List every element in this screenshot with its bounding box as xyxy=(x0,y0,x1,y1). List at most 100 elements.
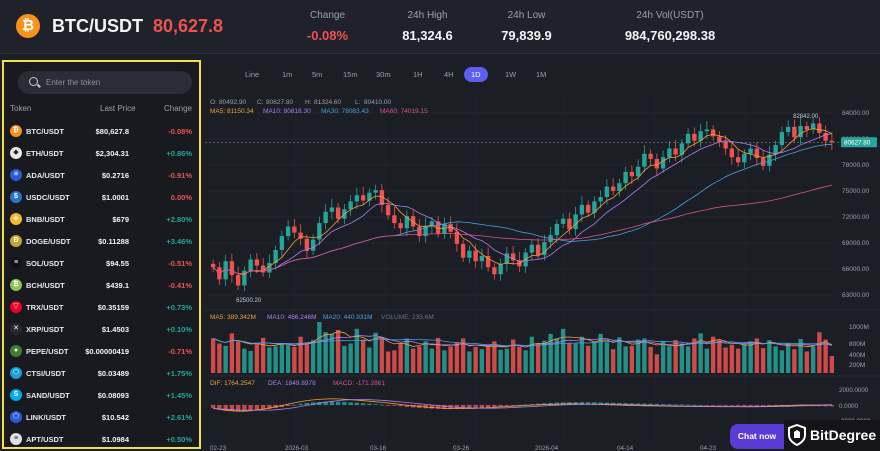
volume-legend-item: MA20: 440.931M xyxy=(323,314,373,321)
volume-bar xyxy=(679,343,685,373)
candle-body xyxy=(604,186,610,198)
token-last-price: $2,304.31 xyxy=(95,149,129,158)
token-last-price: $0.2716 xyxy=(101,171,129,180)
token-row[interactable]: ✳ ADA/USDT $0.2716 -0.91% xyxy=(4,164,199,186)
token-row[interactable]: ₿ BTC/USDT $80,627.8 -0.08% xyxy=(4,120,199,142)
token-row[interactable]: ⬡ LINK/USDT $10.542 +2.61% xyxy=(4,406,199,428)
macd-bar xyxy=(260,405,266,410)
macd-bar xyxy=(242,405,247,412)
chat-now-button[interactable]: Chat now xyxy=(730,424,784,449)
token-row[interactable]: ● PEPE/USDT $0.00000419 -0.71% xyxy=(4,340,199,362)
token-search-input[interactable] xyxy=(46,74,186,91)
volume-bar xyxy=(592,341,597,373)
volume-bar xyxy=(317,322,322,373)
volume-bar xyxy=(479,349,485,373)
timeframe-1m[interactable]: 1m xyxy=(282,70,293,79)
timeframe-1d[interactable]: 1D xyxy=(464,67,488,82)
candle-body xyxy=(535,244,541,256)
macd-bar xyxy=(229,405,235,411)
volume-bar xyxy=(767,340,772,373)
macd-bar xyxy=(435,405,441,409)
stat-value: 984,760,298.38 xyxy=(624,28,716,43)
ohlc-label: O: xyxy=(210,99,217,106)
token-row[interactable]: ≡ SOL/USDT $94.55 -0.51% xyxy=(4,252,199,274)
token-symbol: PEPE/USDT xyxy=(26,347,69,356)
volume-bar xyxy=(367,347,372,373)
token-row[interactable]: ▽ TRX/USDT $0.35159 +0.73% xyxy=(4,296,199,318)
time-axis-label: 03-26 xyxy=(453,445,470,451)
candle-body xyxy=(473,250,478,262)
token-row[interactable]: ✕ XRP/USDT $1.4503 +0.10% xyxy=(4,318,199,340)
candle-body xyxy=(623,171,628,184)
macd-bar xyxy=(210,405,216,409)
token-symbol: SAND/USDT xyxy=(26,391,70,400)
volume-bar xyxy=(267,347,272,373)
volume-bar xyxy=(642,338,647,373)
macd-bar xyxy=(404,405,410,407)
token-row[interactable]: ⬡ CTSI/USDT $0.03489 +1.75% xyxy=(4,362,199,384)
ohlc-value: 80492.90 xyxy=(219,99,246,106)
macd-bar xyxy=(517,405,522,406)
candle-body xyxy=(498,263,503,275)
macd-bar xyxy=(729,405,735,406)
volume-bar xyxy=(285,344,291,373)
timeframe-line[interactable]: Line xyxy=(245,70,260,79)
candle-body xyxy=(304,238,310,251)
candle-body xyxy=(635,166,641,177)
candle-body xyxy=(448,223,453,232)
timeframe-15m[interactable]: 15m xyxy=(343,70,358,79)
candle-body xyxy=(554,223,560,236)
volume-bar xyxy=(535,343,541,373)
token-icon: ✕ xyxy=(10,323,22,335)
token-icon: ▽ xyxy=(10,301,22,313)
macd-bar xyxy=(679,404,685,406)
candle-body xyxy=(729,148,735,158)
token-row[interactable]: $ USDC/USDT $1.0001 0.00% xyxy=(4,186,199,208)
macd-bar xyxy=(354,402,360,405)
candle-body xyxy=(435,221,441,234)
timeframe-1m[interactable]: 1M xyxy=(536,70,547,79)
token-row[interactable]: Ð DOGE/USDT $0.11288 +3.46% xyxy=(4,230,199,252)
price-chart[interactable]: 84000.0081000.0078000.0075000.0072000.00… xyxy=(205,60,880,451)
token-change: 0.00% xyxy=(170,193,192,202)
token-change: +0.50% xyxy=(166,435,192,444)
token-row[interactable]: ≡ APT/USDT $1.0984 +0.50% xyxy=(4,428,199,447)
timeframe-1w[interactable]: 1W xyxy=(505,70,517,79)
macd-bar xyxy=(623,403,628,405)
macd-bar xyxy=(617,402,622,405)
volume-bar xyxy=(635,339,641,373)
token-row[interactable]: S SAND/USDT $0.08093 +1.45% xyxy=(4,384,199,406)
macd-axis-label: 2000.0000 xyxy=(839,387,869,394)
token-row[interactable]: ₿ BCH/USDT $439.1 -0.41% xyxy=(4,274,199,296)
candle-body xyxy=(260,265,266,273)
candle-body xyxy=(717,136,722,142)
candle-body xyxy=(467,250,472,258)
timeframe-4h[interactable]: 4H xyxy=(444,70,454,79)
volume-ma20-line xyxy=(212,338,832,347)
token-last-price: $679 xyxy=(112,215,129,224)
pair-price: 80,627.8 xyxy=(153,16,224,36)
macd-bar xyxy=(673,404,678,406)
time-axis-label: 04-14 xyxy=(617,445,634,451)
candle-body xyxy=(710,129,716,137)
candle-body xyxy=(279,236,285,250)
ma-legend-item: MA5: 81150.34 xyxy=(210,108,254,115)
token-row[interactable]: ◈ BNB/USDT $679 +2.80% xyxy=(4,208,199,230)
token-icon: $ xyxy=(10,191,22,203)
macd-bar xyxy=(285,405,291,406)
candle-body xyxy=(573,214,578,230)
volume-bar xyxy=(748,341,753,373)
candle-body xyxy=(754,148,760,159)
token-change: -0.41% xyxy=(168,281,192,290)
timeframe-5m[interactable]: 5m xyxy=(312,70,323,79)
column-last-price: Last Price xyxy=(100,104,136,113)
token-row[interactable]: ◆ ETH/USDT $2,304.31 +0.86% xyxy=(4,142,199,164)
token-icon: ● xyxy=(10,345,22,357)
volume-bar xyxy=(773,346,778,373)
time-axis-label: 02-23 xyxy=(210,445,227,451)
token-search[interactable] xyxy=(18,71,192,94)
candle-body xyxy=(579,204,585,215)
timeframe-1h[interactable]: 1H xyxy=(413,70,423,79)
timeframe-30m[interactable]: 30m xyxy=(376,70,391,79)
token-symbol: DOGE/USDT xyxy=(26,237,71,246)
